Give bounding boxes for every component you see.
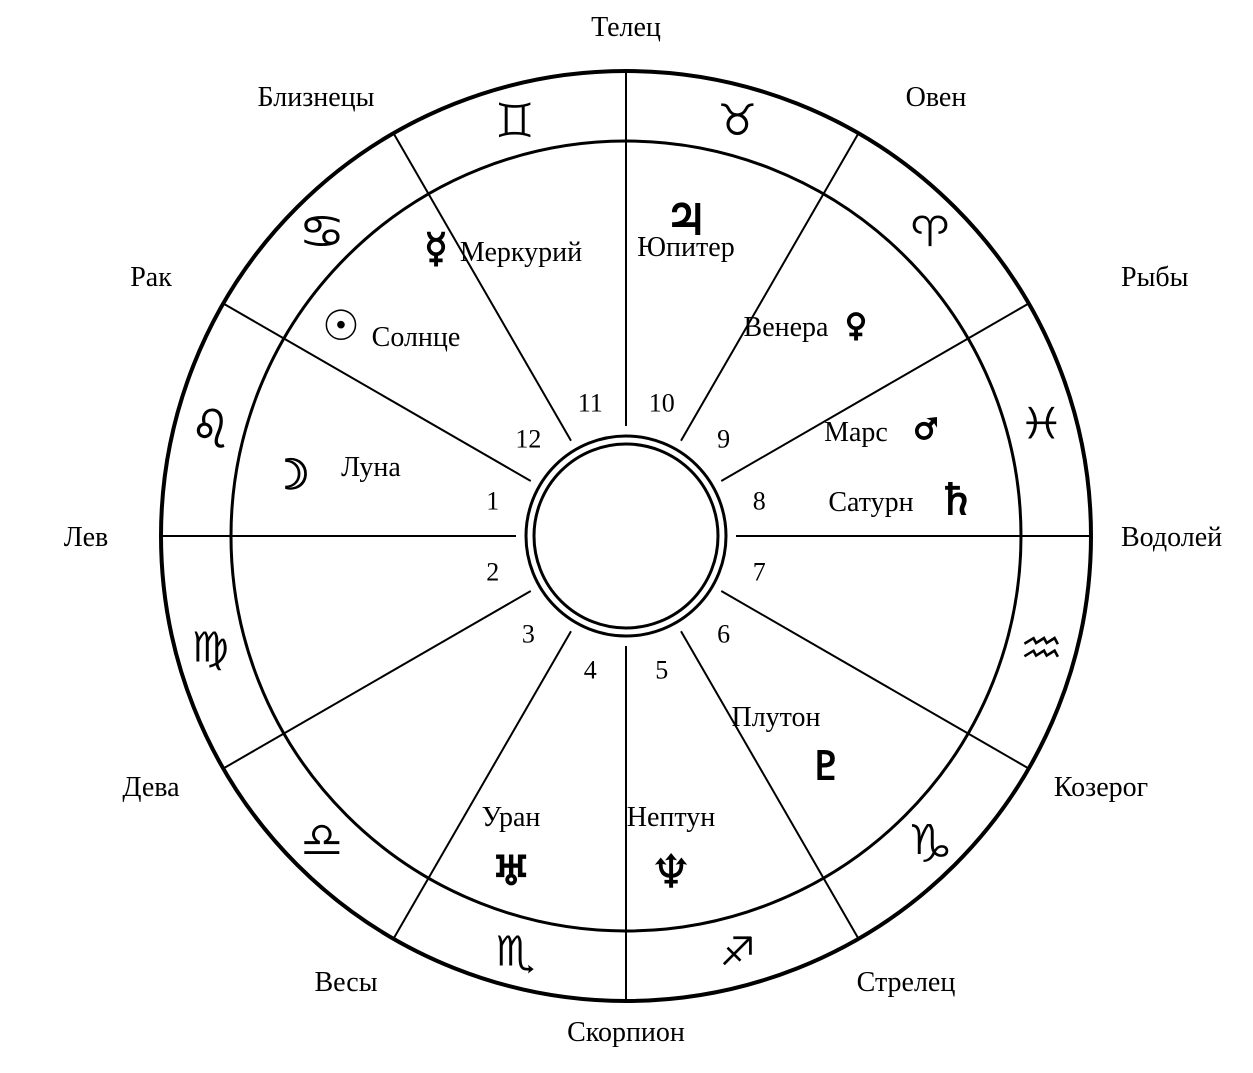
planet-symbol: ♇ xyxy=(816,718,837,804)
planet-label: Плутон xyxy=(731,702,820,733)
sign-divider xyxy=(968,304,1029,339)
planet-label: Марс xyxy=(824,417,888,448)
sign-divider xyxy=(824,878,859,939)
planet-symbol: ☉ xyxy=(322,278,360,364)
planet-symbol: ☿ xyxy=(425,203,447,289)
sign-divider xyxy=(394,133,429,194)
house-number: 6 xyxy=(717,620,730,649)
zodiac-symbol: ♊ xyxy=(497,73,533,159)
zodiac-symbol: ♐ xyxy=(721,903,754,989)
house-number: 2 xyxy=(486,558,499,587)
house-number: 3 xyxy=(522,620,535,649)
house-divider xyxy=(284,591,531,734)
house-number: 9 xyxy=(717,424,730,453)
zodiac-symbol: ♑ xyxy=(910,792,951,878)
zodiac-sign-label: Скорпион xyxy=(567,1017,685,1048)
center-inner-circle xyxy=(534,444,718,628)
sign-divider xyxy=(824,133,859,194)
planet-symbol: ☽ xyxy=(283,423,309,517)
zodiac-sign-label: Водолей xyxy=(1121,522,1222,553)
zodiac-symbol: ♋ xyxy=(302,184,342,270)
sign-divider xyxy=(223,304,284,339)
zodiac-symbol: ♈ xyxy=(911,184,950,270)
house-number: 7 xyxy=(753,558,766,587)
planet-symbol: ♃ xyxy=(670,168,703,262)
sign-divider xyxy=(968,734,1029,769)
natal-chart: ♌ ♋ ♊ ♉ ♈ ♓ ♒ ♑ ♐ ♏ ♎ ♍ Лев Рак Близнецы Телец Овен Рыбы В… xyxy=(0,0,1253,1073)
zodiac-sign-label: Стрелец xyxy=(857,967,956,998)
house-number: 10 xyxy=(649,389,675,418)
house-divider xyxy=(429,194,572,441)
planet-label: Меркурий xyxy=(460,237,582,268)
planet-symbol: ♄ xyxy=(943,453,968,539)
house-divider xyxy=(284,339,531,482)
zodiac-sign-label: Весы xyxy=(314,967,377,998)
zodiac-sign-label: Дева xyxy=(122,772,180,803)
zodiac-symbol: ♏ xyxy=(496,903,534,989)
zodiac-symbol: ♒ xyxy=(1022,599,1062,685)
planet-symbol: ♀ xyxy=(845,278,867,364)
zodiac-symbol: ♉ xyxy=(719,73,756,159)
house-number: 4 xyxy=(584,655,597,684)
planet-label: Венера xyxy=(744,312,830,343)
center-outer-circle xyxy=(526,436,726,636)
house-divider xyxy=(681,631,824,878)
zodiac-sign-label: Рыбы xyxy=(1121,262,1189,293)
zodiac-symbol: ♓ xyxy=(1024,377,1058,463)
zodiac-sign-label: Овен xyxy=(906,82,967,113)
zodiac-sign-label: Телец xyxy=(591,12,661,43)
planet-symbol: ♆ xyxy=(654,823,688,909)
house-number: 8 xyxy=(753,486,766,515)
sign-divider xyxy=(394,878,429,939)
zodiac-symbol: ♌ xyxy=(195,377,227,463)
zodiac-sign-label: Близнецы xyxy=(258,82,375,113)
zodiac-symbol: ♎ xyxy=(302,792,341,878)
zodiac-sign-label: Лев xyxy=(64,522,108,553)
house-number: 5 xyxy=(655,655,668,684)
sign-divider xyxy=(223,734,284,769)
planet-symbol: ♅ xyxy=(495,823,527,909)
zodiac-sign-label: Козерог xyxy=(1054,772,1148,803)
zodiac-symbol: ♍ xyxy=(192,599,228,685)
planet-symbol: ♂ xyxy=(913,378,939,464)
house-number: 1 xyxy=(486,486,499,515)
house-number: 11 xyxy=(578,389,603,418)
zodiac-sign-label: Рак xyxy=(130,262,172,293)
house-number: 12 xyxy=(515,424,541,453)
planet-label: Сатурн xyxy=(828,487,913,518)
planet-label: Луна xyxy=(341,452,401,483)
planet-label: Солнце xyxy=(372,322,461,353)
